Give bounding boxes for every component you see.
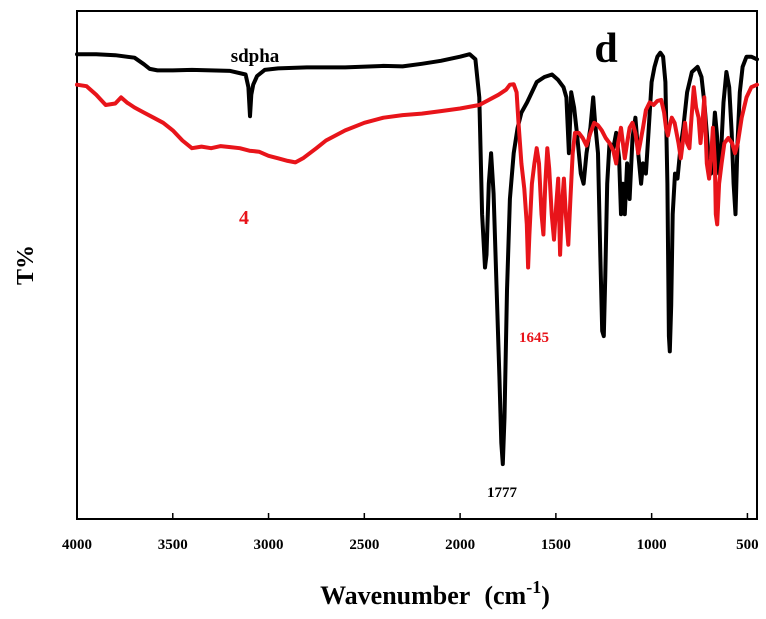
x-tick-label: 500 [736,537,759,553]
x-tick-label: 2000 [445,537,475,553]
x-tick-label: 2500 [349,537,379,553]
x-tick-label: 3500 [158,537,188,553]
x-axis-title-unit-exponent: -1 [526,577,541,597]
x-tick-label: 1500 [541,537,571,553]
x-axis-title-main: Wavenumber [320,581,470,610]
panel-label: d [594,26,617,72]
series-lines [75,50,759,467]
x-axis-title-unit: (cm [484,581,526,610]
series-line-4 [75,82,759,270]
x-axis-title: Wavenumber (cm-1) [320,577,550,610]
plot-frame [76,10,758,520]
y-axis-title: T% [13,245,39,285]
series-line-sdpha [75,50,759,467]
x-tick-label: 3000 [254,537,284,553]
x-axis-title-unit-close: ) [541,581,550,610]
series-label-sdpha: sdpha [231,46,280,67]
x-tick-label: 4000 [62,537,92,553]
series-label-4: 4 [239,207,249,229]
x-axis-ticks: 4000 3500 3000 2500 2000 1500 1000 500 [62,513,759,553]
peak-label-1777: 1777 [487,485,518,501]
peak-label-1645: 1645 [519,330,549,346]
x-tick-label: 1000 [637,537,667,553]
